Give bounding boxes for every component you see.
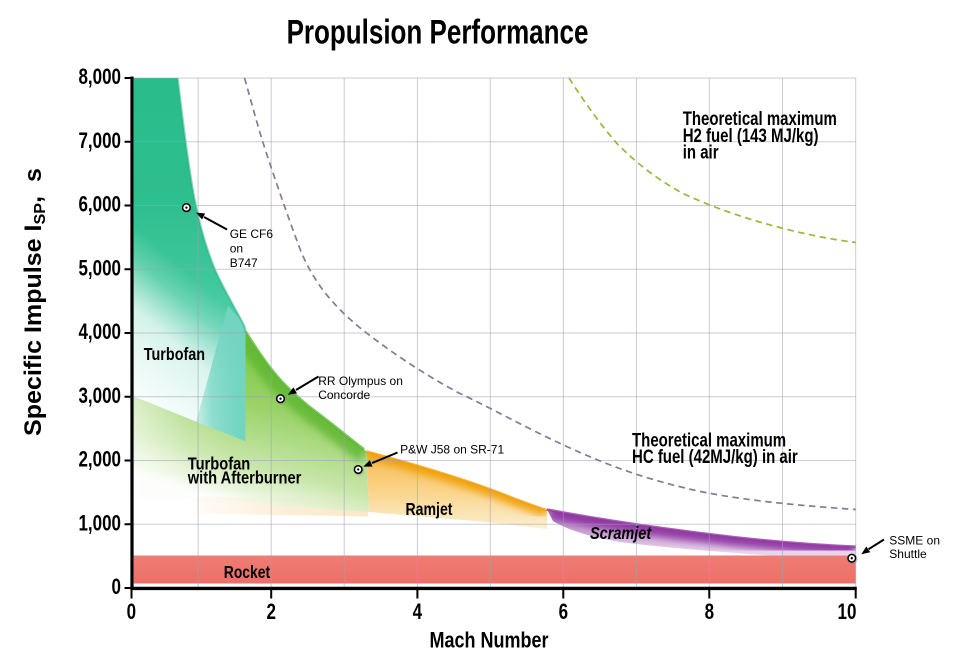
svg-text:in air: in air — [683, 141, 719, 163]
svg-text:Theoretical maximum: Theoretical maximum — [632, 428, 786, 450]
svg-text:Propulsion Performance: Propulsion Performance — [287, 13, 589, 51]
svg-text:SSME on: SSME on — [889, 534, 940, 548]
svg-text:Turbofan: Turbofan — [144, 344, 205, 364]
svg-text:Mach Number: Mach Number — [430, 629, 549, 653]
svg-text:Scramjet: Scramjet — [590, 524, 652, 544]
svg-text:8,000: 8,000 — [78, 65, 121, 90]
svg-text:Turbofan: Turbofan — [188, 454, 251, 474]
svg-text:0: 0 — [127, 600, 137, 625]
svg-text:B747: B747 — [230, 256, 258, 270]
svg-text:on: on — [230, 241, 243, 255]
svg-text:with Afterburner: with Afterburner — [187, 468, 302, 488]
svg-text:10: 10 — [838, 600, 857, 625]
svg-text:5,000: 5,000 — [78, 257, 121, 282]
svg-text:P&W J58 on SR-71: P&W J58 on SR-71 — [400, 442, 504, 456]
svg-text:HC fuel (42MJ/kg) in air: HC fuel (42MJ/kg) in air — [632, 445, 798, 467]
svg-text:7,000: 7,000 — [78, 129, 121, 154]
svg-text:2: 2 — [266, 600, 276, 625]
svg-text:2,000: 2,000 — [78, 448, 121, 473]
svg-text:1,000: 1,000 — [78, 512, 121, 537]
svg-text:Shuttle: Shuttle — [889, 547, 927, 561]
svg-text:RR Olympus on: RR Olympus on — [318, 374, 403, 388]
svg-text:6,000: 6,000 — [78, 193, 121, 218]
svg-text:0: 0 — [112, 575, 122, 600]
svg-text:8: 8 — [705, 600, 715, 625]
svg-text:GE CF6: GE CF6 — [230, 227, 274, 241]
svg-text:3,000: 3,000 — [78, 384, 121, 409]
svg-text:4,000: 4,000 — [78, 320, 121, 345]
svg-text:4: 4 — [413, 600, 423, 625]
svg-text:Rocket: Rocket — [224, 564, 271, 583]
svg-text:Theoretical maximum: Theoretical maximum — [683, 107, 837, 129]
svg-text:H2 fuel (143 MJ/kg): H2 fuel (143 MJ/kg) — [683, 124, 819, 146]
svg-text:Ramjet: Ramjet — [406, 501, 454, 520]
svg-text:6: 6 — [559, 600, 569, 625]
svg-text:Concorde: Concorde — [318, 388, 370, 402]
